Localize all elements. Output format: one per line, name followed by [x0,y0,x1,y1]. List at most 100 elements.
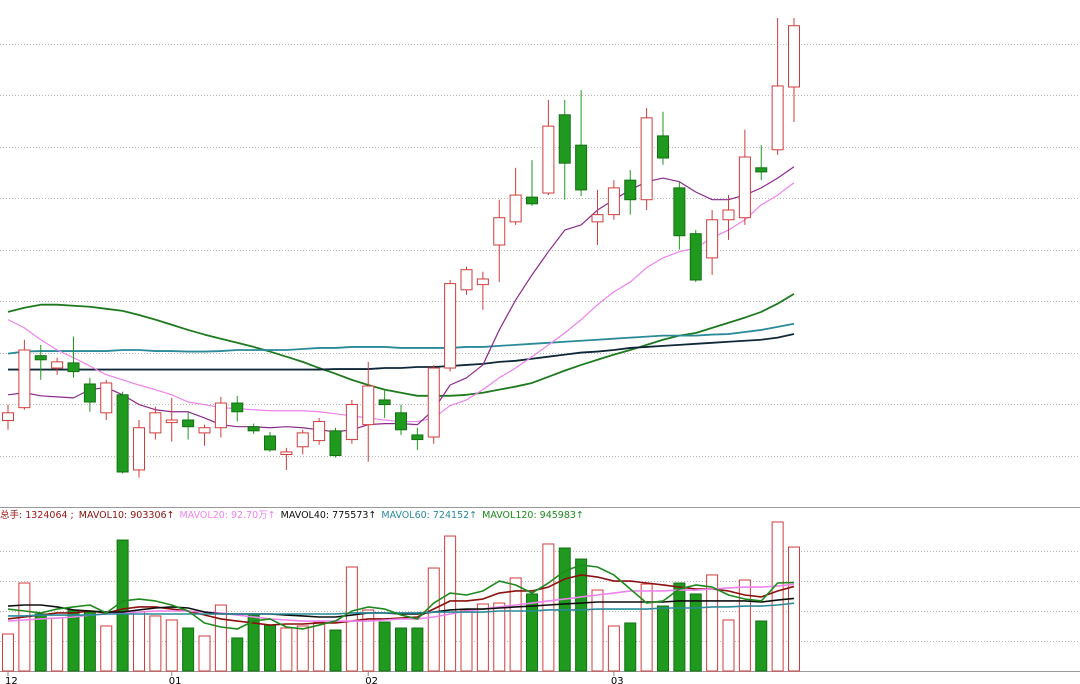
volume-bar [231,637,244,672]
candle-body [788,25,800,88]
volume-bar [182,627,195,672]
candle-body [329,430,342,457]
volume-bar [133,611,145,672]
volume-bar [607,625,620,672]
volume-total: 总手: 1324064 ; [0,510,74,521]
volume-bar [83,611,96,672]
volume-bar [493,602,506,672]
candle-body [427,367,440,438]
candle-body [345,404,358,441]
volume-bar [296,625,309,672]
volume-bar [2,633,14,672]
candle-body [493,217,506,246]
x-tick-label: 03 [611,676,624,684]
volume-bar [509,577,522,672]
volume-bar [280,627,293,672]
volume-bar [313,621,326,672]
volume-bar [18,582,31,672]
volume-bar [738,579,751,672]
candle-body [526,196,538,205]
volume-bar [116,539,129,672]
volume-bar [788,546,800,672]
volume-bar [198,635,211,672]
candle-body [34,355,47,361]
volume-bar [165,619,178,672]
candle-body [640,117,653,201]
volume-bar [689,593,702,672]
volume-bar [214,604,227,672]
volume-bar [34,613,47,672]
legend-entry: MAVOL20: 92.70万↑ [179,510,276,521]
volume-bar [51,617,64,672]
candle-body [51,361,64,369]
candle-body [182,419,195,428]
volume-bar [640,583,653,672]
volume-bar [542,543,555,672]
volume-bar [411,627,424,672]
legend-entry: MAVOL40: 775573↑ [280,510,377,521]
volume-bar [722,619,735,672]
candle-body [460,269,473,291]
volume-ma-line [8,602,795,617]
ma-line [7,293,795,397]
volume-bar [624,622,637,672]
volume-bar [771,521,784,672]
candle-body [67,362,80,373]
volume-legend: 总手: 1324064 ; MAVOL10: 903306↑ MAVOL20: 92… [0,510,589,522]
volume-ma-line [7,583,795,622]
legend-entry: MAVOL120: 945983↑ [482,510,584,521]
candle-body [296,432,309,448]
candle-body [771,85,784,151]
volume-bar [264,624,276,672]
candle-body [624,179,637,201]
volume-bar [575,558,588,672]
volume-bar [526,593,538,672]
candle-body [313,421,326,442]
candle-body [444,283,457,369]
volume-bar [706,574,719,672]
volume-ma-line [7,564,795,630]
volume-bar [657,605,669,672]
volume-bar [362,609,375,672]
candle-body [575,144,588,191]
candle-body [133,427,145,471]
volume-bar [329,629,342,672]
candle-body [591,214,604,223]
volume-ma-line [7,597,795,618]
candle-body [395,412,407,431]
candle-body [476,278,489,286]
candle-body [116,394,129,473]
volume-bar [591,589,604,672]
candle-body [247,426,260,432]
volume-bar [476,603,489,672]
volume-bar [460,609,473,672]
volume-bar [247,614,260,672]
volume-ma-line [7,574,795,626]
ma-line [8,333,795,371]
candle-body [657,135,669,159]
legend-entry: MAVOL10: 903306↑ [78,510,175,521]
candle-body [378,399,391,406]
x-tick-label: 12 [5,676,18,684]
candle-body [362,385,375,426]
candle-body [722,209,735,221]
volume-bar [673,582,686,672]
candle-body [509,194,522,223]
candle-body [755,167,768,173]
volume-bar [67,609,80,672]
candle-body [165,419,178,424]
candle-body [149,412,162,434]
volume-bar [755,620,768,672]
volume-bar [100,625,113,672]
ma-line [7,322,795,355]
candle-body [738,156,751,219]
candle-body [83,383,96,403]
candle-body [542,125,555,194]
candle-body [706,219,719,259]
x-tick-label: 01 [169,676,182,684]
grid [0,44,1080,642]
candle-body [18,349,31,409]
candle-body [558,114,571,164]
